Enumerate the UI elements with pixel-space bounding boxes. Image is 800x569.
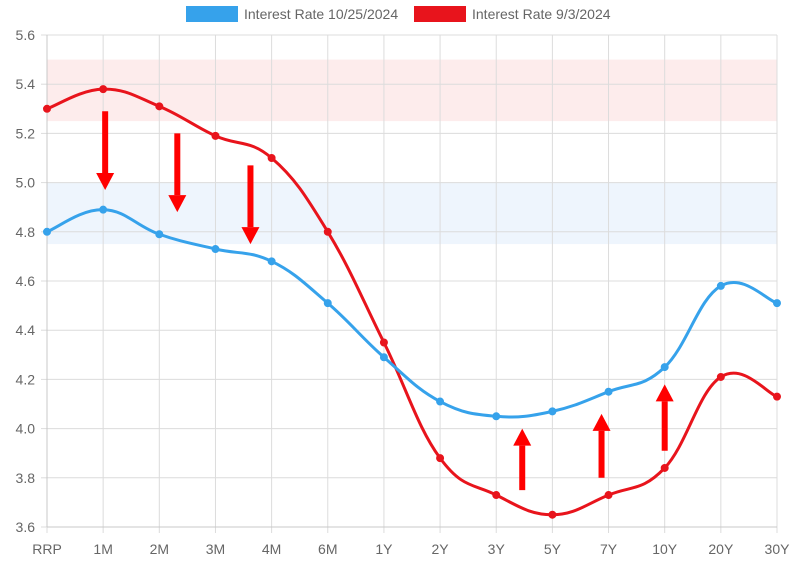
data-point[interactable]: [211, 131, 220, 140]
series-line-1: [46, 87, 778, 517]
highlight-band-1: [47, 182, 777, 245]
data-point[interactable]: [492, 491, 501, 500]
x-tick-label: RRP: [32, 541, 62, 557]
arrow-down: [241, 165, 260, 245]
x-tick-label: 10Y: [652, 541, 678, 557]
data-point[interactable]: [323, 227, 332, 236]
x-tick-label: 2Y: [432, 541, 450, 557]
arrow-head: [168, 195, 187, 213]
series-lines: [43, 85, 781, 519]
x-tick-label: 3M: [206, 541, 225, 557]
data-point[interactable]: [379, 338, 388, 347]
series-1: [43, 85, 781, 519]
data-point[interactable]: [155, 230, 164, 239]
data-point[interactable]: [604, 491, 613, 500]
data-point[interactable]: [99, 85, 108, 94]
data-point[interactable]: [155, 102, 164, 111]
x-tick-label: 5Y: [544, 541, 562, 557]
annotation-arrows: [96, 111, 674, 491]
y-tick-label: 4.2: [16, 371, 36, 387]
y-axis-tick-labels: 3.6 3.8 4.0 4.2 4.4 4.6 4.8 5.0 5.2 5.4 5.6: [16, 27, 36, 535]
arrow-head: [513, 428, 532, 446]
y-tick-label: 4.8: [16, 224, 36, 240]
legend-label-series-1: Interest Rate 9/3/2024: [472, 6, 611, 22]
x-tick-label: 2M: [150, 541, 169, 557]
data-point[interactable]: [660, 463, 669, 472]
data-point[interactable]: [211, 245, 220, 254]
data-point[interactable]: [773, 299, 781, 308]
x-tick-label: 3Y: [488, 541, 506, 557]
y-tick-label: 3.6: [16, 519, 36, 535]
data-point[interactable]: [492, 412, 501, 421]
data-point[interactable]: [773, 392, 781, 401]
y-tick-label: 5.0: [16, 175, 36, 191]
arrow-head: [592, 413, 611, 431]
legend-label-series-0: Interest Rate 10/25/2024: [244, 6, 398, 22]
data-point[interactable]: [548, 510, 557, 519]
data-point[interactable]: [716, 372, 725, 381]
legend[interactable]: Interest Rate 10/25/2024 Interest Rate 9…: [186, 6, 611, 22]
legend-swatch-series-1: [414, 6, 466, 22]
x-tick-label: 1Y: [375, 541, 393, 557]
arrow-head: [655, 384, 674, 402]
y-tick-label: 4.6: [16, 273, 36, 289]
arrow-down: [96, 111, 115, 190]
arrow-down: [168, 133, 187, 213]
legend-swatch-series-0: [186, 6, 238, 22]
arrow-head: [241, 227, 260, 245]
y-tick-label: 5.6: [16, 27, 36, 43]
x-tick-label: 1M: [93, 541, 112, 557]
y-tick-label: 4.0: [16, 421, 36, 437]
data-point[interactable]: [43, 104, 51, 113]
series-0: [43, 205, 781, 421]
data-point[interactable]: [267, 154, 276, 162]
y-tick-label: 4.4: [16, 322, 36, 338]
data-point[interactable]: [436, 397, 445, 406]
data-point[interactable]: [660, 363, 669, 372]
highlight-band-0: [47, 59, 777, 122]
legend-item-series-0[interactable]: Interest Rate 10/25/2024: [186, 6, 398, 22]
data-point[interactable]: [267, 257, 276, 266]
legend-item-series-1[interactable]: Interest Rate 9/3/2024: [414, 6, 611, 22]
arrow-up: [655, 384, 674, 451]
x-axis-tick-labels: RRP 1M 2M 3M 4M 6M 1Y 2Y 3Y 5Y 7Y 10Y 20Y 30Y: [32, 541, 790, 557]
x-tick-label: 4M: [262, 541, 281, 557]
x-tick-label: 30Y: [765, 541, 791, 557]
arrow-head: [96, 172, 115, 190]
data-point[interactable]: [43, 227, 51, 236]
data-point[interactable]: [323, 299, 332, 308]
data-point[interactable]: [716, 281, 725, 290]
data-point[interactable]: [99, 205, 108, 214]
arrow-up: [592, 413, 611, 478]
data-point[interactable]: [379, 353, 388, 362]
x-tick-label: 7Y: [600, 541, 618, 557]
y-tick-label: 5.2: [16, 125, 36, 141]
y-tick-label: 3.8: [16, 470, 36, 486]
arrow-up: [513, 428, 532, 491]
data-point[interactable]: [548, 407, 557, 416]
grid-lines: [41, 34, 778, 533]
data-point[interactable]: [436, 454, 445, 463]
y-tick-label: 5.4: [16, 76, 36, 92]
x-tick-label: 6M: [318, 541, 337, 557]
highlight-bands: [47, 59, 777, 245]
data-point[interactable]: [604, 387, 613, 396]
x-tick-label: 20Y: [708, 541, 734, 557]
